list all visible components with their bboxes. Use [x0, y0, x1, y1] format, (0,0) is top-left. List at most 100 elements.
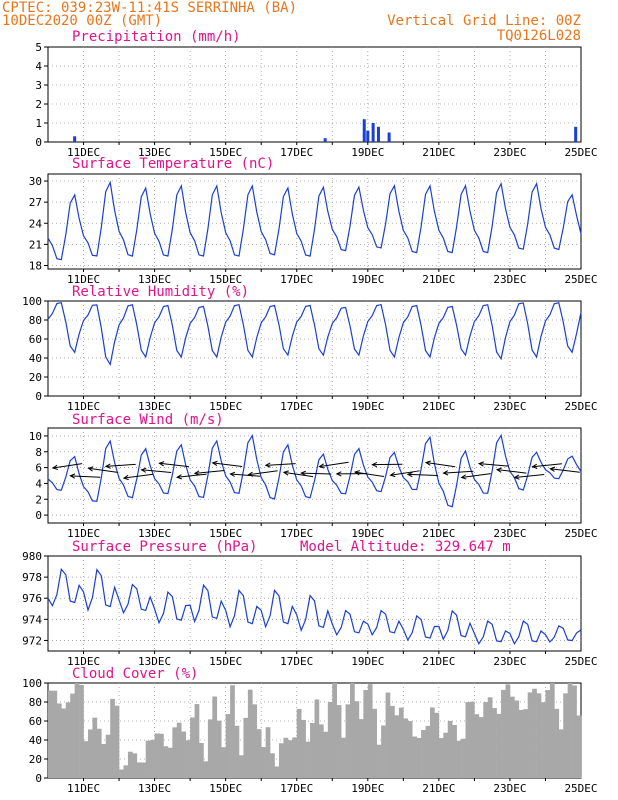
precip-bar — [323, 138, 327, 142]
x-tick-label: 15DEC — [209, 146, 242, 159]
cloud-bar — [567, 683, 573, 778]
cloud-bar — [225, 714, 231, 778]
cloud-bar — [70, 693, 75, 778]
cloud-bar — [474, 714, 480, 778]
x-tick-label: 23DEC — [493, 146, 526, 159]
wind-vector — [283, 471, 314, 478]
wind-vector — [532, 463, 563, 468]
y-tick-label: 4 — [35, 60, 42, 73]
x-tick-label: 19DEC — [351, 782, 384, 795]
wind-vector — [443, 470, 474, 474]
precip-bar — [387, 132, 391, 142]
cloud-bar — [536, 693, 542, 778]
cloud-bar — [350, 683, 355, 778]
x-tick-label: 15DEC — [209, 527, 242, 540]
wind-vector — [88, 467, 118, 473]
cloud-bar — [403, 718, 409, 778]
x-tick-label: 23DEC — [493, 782, 526, 795]
x-tick-label: 15DEC — [209, 400, 242, 413]
header-location: CPTEC: 039:23W-11:41S SERRINHA (BA) — [2, 0, 297, 16]
x-tick-label: 25DEC — [564, 527, 597, 540]
cloud-bar — [132, 753, 138, 778]
x-tick-label: 21DEC — [422, 782, 455, 795]
cloud-bar — [270, 753, 275, 778]
x-tick-label: 13DEC — [138, 655, 171, 668]
panel-wind: 0 2 4 6 8 10 11DEC 13DEC 15DEC 17DEC 19DEC 21DEC 23D… — [29, 427, 598, 540]
panel-title-temperature: Surface Temperature (nC) — [72, 156, 274, 172]
wind-vector — [105, 463, 136, 467]
panel-title-wind: Surface Wind (m/s) — [72, 412, 224, 428]
cloud-bar — [372, 708, 377, 778]
cloud-bar — [323, 731, 329, 778]
wind-vector — [159, 462, 189, 468]
cloud-bar — [136, 762, 142, 778]
panel-temp: 18 21 24 27 30 11DEC 13DEC 15DEC 17DEC 19DEC 21DEC… — [29, 173, 598, 286]
cloud-bar — [247, 689, 253, 778]
temp-series-line — [47, 180, 582, 261]
cloud-bar — [385, 692, 391, 778]
cloud-bar — [532, 688, 537, 778]
wind-arrowhead — [495, 467, 502, 473]
panel-title-precipitation: Precipitation (mm/h) — [72, 29, 241, 45]
cloud-bar — [216, 720, 222, 778]
panel-cloud: 0 20 40 60 80 100 11DEC 13DEC 15DEC 17DEC 19DEC 21D… — [22, 677, 597, 795]
wind-vector — [230, 473, 261, 477]
cloud-bar — [563, 693, 568, 778]
cloud-bar — [74, 683, 80, 778]
wind-arrowhead — [477, 461, 484, 467]
wind-series-line — [47, 433, 582, 508]
x-tick-label: 15DEC — [209, 782, 242, 795]
cloud-bar — [83, 741, 89, 778]
y-tick-label: 0 — [35, 509, 42, 522]
wind-arrowhead — [318, 463, 325, 469]
cloud-bar — [167, 747, 173, 778]
x-tick-label: 21DEC — [422, 527, 455, 540]
wind-arrowhead — [51, 464, 58, 470]
cloud-bar — [514, 700, 520, 778]
x-tick-label: 17DEC — [280, 146, 313, 159]
y-tick-label: 0 — [35, 390, 42, 403]
wind-arrowhead — [549, 466, 556, 472]
cloud-bar — [456, 740, 462, 778]
cloud-bar — [154, 733, 160, 778]
cloud-bar — [478, 717, 484, 778]
y-tick-label: 8 — [35, 446, 42, 459]
y-tick-label: 20 — [29, 371, 42, 384]
wind-arrowhead — [69, 473, 76, 479]
precip-bar — [362, 119, 366, 142]
cloud-bar — [412, 736, 417, 778]
cloud-bar — [572, 685, 577, 778]
plot-frame — [47, 427, 582, 524]
wind-vector — [479, 463, 509, 467]
cloud-bar — [163, 746, 169, 778]
cloud-bar — [434, 712, 440, 778]
wind-arrowhead — [122, 474, 129, 481]
cloud-bar — [114, 705, 120, 778]
wind-arrowhead — [193, 470, 200, 476]
panel-pres: 972 974 976 978 980 11DEC 13DEC 15DEC 17DEC 19DEC… — [22, 550, 597, 668]
x-tick-label: 25DEC — [564, 655, 597, 668]
cloud-bar — [483, 702, 489, 778]
y-tick-label: 6 — [35, 462, 42, 475]
y-tick-label: 40 — [29, 352, 42, 365]
cloud-bar — [421, 729, 426, 778]
cloud-bar — [496, 713, 502, 778]
x-tick-label: 19DEC — [351, 655, 384, 668]
wind-arrowhead — [87, 466, 94, 472]
cloud-bar — [518, 709, 524, 778]
y-tick-label: 100 — [22, 677, 42, 690]
wind-vector — [514, 474, 545, 479]
y-tick-label: 100 — [22, 295, 42, 308]
x-tick-label: 23DEC — [493, 273, 526, 286]
cloud-bar — [310, 723, 315, 778]
cloud-bar — [127, 751, 133, 778]
cloud-bar — [194, 704, 200, 778]
cloud-bar — [265, 727, 271, 778]
wind-arrowhead — [371, 461, 378, 468]
cloud-bar — [145, 740, 151, 778]
wind-vector — [212, 462, 243, 467]
cloud-bar — [105, 734, 111, 778]
cloud-bar — [501, 689, 506, 778]
wind-vector — [425, 462, 456, 468]
